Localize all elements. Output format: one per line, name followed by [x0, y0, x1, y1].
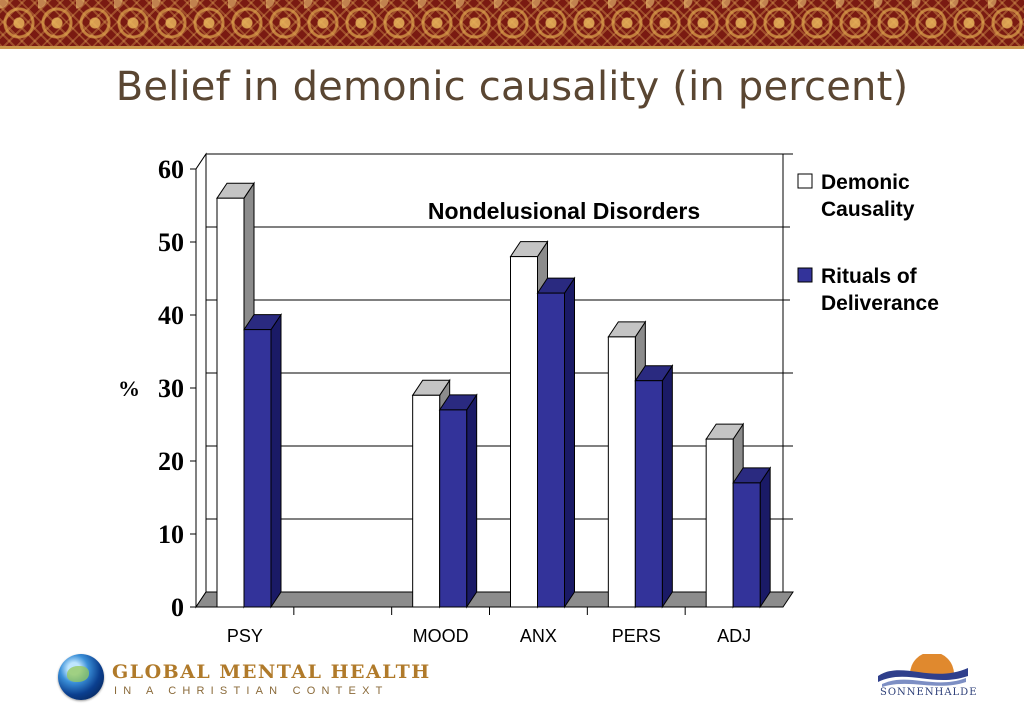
legend-box — [790, 158, 990, 338]
legend-label: Demonic — [821, 171, 910, 194]
logo-subtitle: IN A CHRISTIAN CONTEXT — [114, 685, 389, 697]
sonnenhalde-logo: SONNENHALDE — [872, 652, 977, 704]
legend-swatch — [797, 173, 813, 189]
bar-demonic — [705, 438, 734, 608]
legend-label: Rituals of — [821, 265, 918, 288]
plot-side-wall — [195, 152, 207, 609]
legend-swatch — [797, 267, 813, 283]
bar-demonic — [607, 336, 636, 608]
x-tick-label: MOOD — [413, 626, 469, 646]
bar-rituals — [243, 329, 272, 608]
logo-title: GLOBAL MENTAL HEALTH — [112, 661, 431, 683]
slide-title: Belief in demonic causality (in percent) — [115, 64, 909, 110]
legend-label: Deliverance — [821, 292, 939, 315]
x-tick-label: ANX — [520, 626, 557, 646]
bar-rituals — [439, 409, 468, 608]
bar-side — [564, 276, 575, 609]
y-tick-label: 40 — [158, 301, 184, 330]
x-tick-label: ADJ — [717, 626, 751, 646]
bar-rituals — [537, 292, 565, 608]
bar-demonic — [412, 394, 441, 608]
sun-wave-icon — [878, 652, 968, 687]
bar-demonic — [510, 256, 538, 608]
decorative-banner — [0, 0, 1024, 46]
legend-label: Causality — [821, 198, 915, 221]
globe-icon — [58, 654, 104, 700]
y-tick-label: 50 — [158, 228, 184, 257]
x-tick-label: PSY — [227, 626, 263, 646]
logo-name: SONNENHALDE — [880, 687, 978, 698]
bar-rituals — [732, 482, 761, 608]
bar-demonic — [216, 197, 245, 608]
bar-side — [759, 466, 771, 609]
bar-side — [466, 393, 478, 609]
y-tick-label: 10 — [158, 520, 184, 549]
banner-edge — [0, 46, 1024, 49]
bar-side — [661, 364, 673, 609]
bar-side — [270, 312, 282, 609]
plot-floor — [195, 591, 794, 608]
y-tick-label: 0 — [171, 593, 184, 622]
y-axis-label: % — [118, 376, 140, 401]
y-tick-label: 20 — [158, 447, 184, 476]
y-tick-label: 30 — [158, 374, 184, 403]
global-mental-health-logo: GLOBAL MENTAL HEALTH IN A CHRISTIAN CONT… — [58, 654, 429, 704]
bar-rituals — [634, 380, 663, 608]
chart-subtitle: Nondelusional Disorders — [428, 198, 700, 224]
x-tick-label: PERS — [612, 626, 661, 646]
y-tick-label: 60 — [158, 155, 184, 184]
